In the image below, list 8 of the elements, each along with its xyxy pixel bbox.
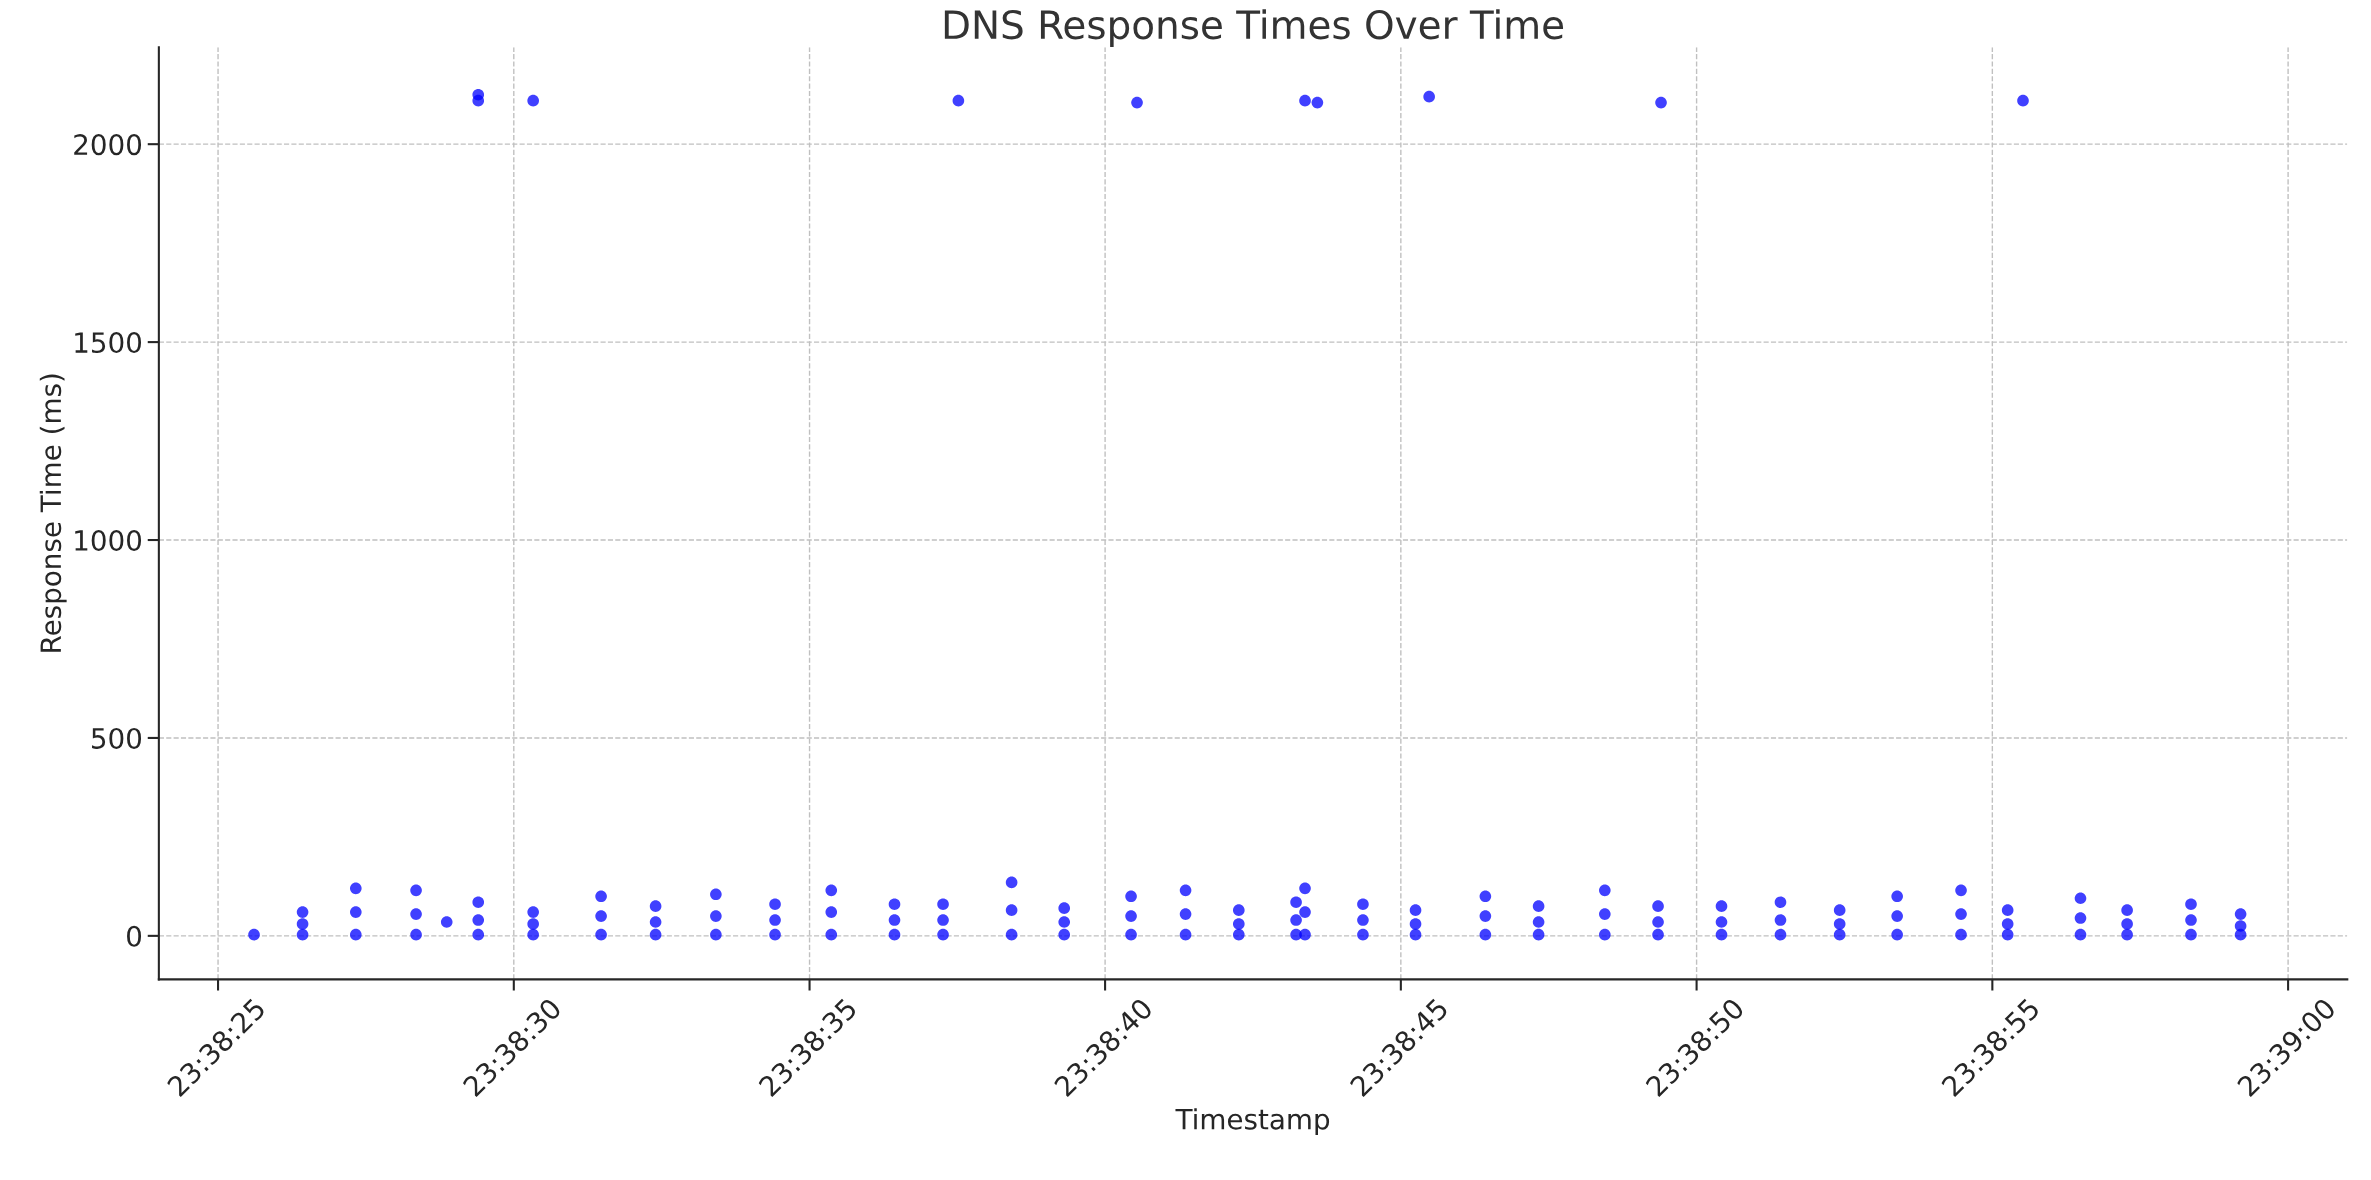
x-axis-title: Timestamp — [1175, 1108, 1330, 1136]
y-tick-label: 0 — [127, 925, 142, 947]
y-tick-label: 2000 — [74, 134, 142, 156]
y-tick-label: 1500 — [75, 332, 142, 354]
y-tick-label: 1000 — [75, 529, 142, 551]
y-tick-label: 500 — [92, 727, 142, 749]
y-axis-title: Response Time (ms) — [39, 374, 67, 652]
chart-title: DNS Response Times Over Time — [944, 9, 1564, 47]
